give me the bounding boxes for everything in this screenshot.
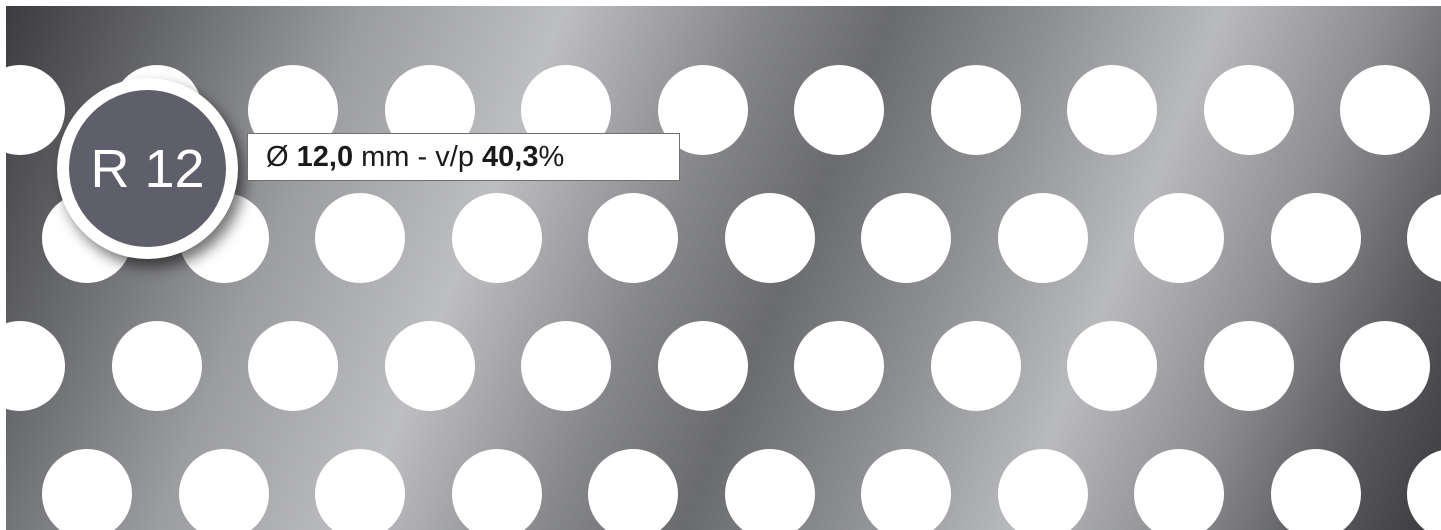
hole	[997, 449, 1088, 530]
pattern-badge: R 12	[57, 78, 238, 259]
hole	[42, 449, 132, 530]
hole	[111, 321, 202, 411]
hole	[724, 193, 815, 283]
hole	[1407, 449, 1441, 530]
hole	[930, 65, 1021, 155]
open-area-label: v/p	[435, 140, 474, 173]
hole	[1134, 193, 1224, 283]
hole	[1340, 65, 1430, 155]
hole	[1270, 193, 1361, 283]
perforated-metal-sheet	[6, 6, 1441, 530]
hole	[930, 321, 1021, 411]
hole	[997, 193, 1088, 283]
hole	[794, 321, 884, 411]
hole	[1340, 321, 1430, 411]
hole	[1407, 193, 1441, 283]
pattern-badge-disc: R 12	[69, 90, 226, 247]
hole	[315, 449, 405, 530]
open-area-value: 40,3	[482, 140, 539, 173]
hole	[1067, 65, 1157, 155]
hole	[1134, 449, 1224, 530]
hole	[588, 193, 678, 283]
diameter-unit: mm	[361, 140, 410, 173]
diameter-symbol: Ø	[266, 140, 289, 173]
hole	[521, 321, 611, 411]
hole	[1203, 65, 1294, 155]
hole	[315, 193, 405, 283]
hole	[724, 449, 815, 530]
diameter-value: 12,0	[296, 140, 354, 173]
spec-separator: -	[417, 140, 428, 173]
hole	[6, 321, 65, 411]
hole	[451, 449, 542, 530]
hole	[6, 65, 65, 155]
hole	[178, 449, 269, 530]
hole	[861, 449, 951, 530]
hole	[588, 449, 678, 530]
hole	[451, 193, 542, 283]
hole	[384, 321, 475, 411]
hole	[248, 321, 338, 411]
hole	[794, 65, 884, 155]
spec-label: Ø 12,0 mm - v/p 40,3%	[247, 133, 680, 181]
hole	[861, 193, 951, 283]
hole-pattern	[6, 6, 1441, 530]
hole	[1203, 321, 1294, 411]
open-area-unit: %	[538, 140, 565, 173]
hole	[1067, 321, 1157, 411]
hole	[1270, 449, 1361, 530]
pattern-code-label: R 12	[90, 138, 205, 199]
hole	[657, 321, 748, 411]
